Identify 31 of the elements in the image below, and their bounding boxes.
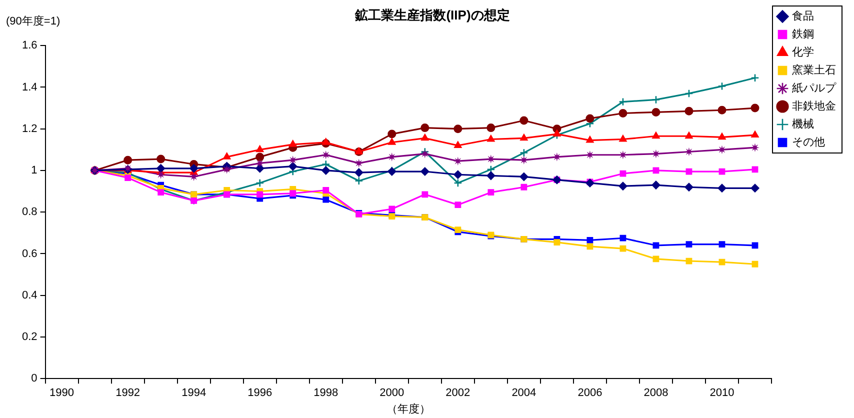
y-tick-label: 0.8 xyxy=(22,206,38,218)
x-tick-label: 1990 xyxy=(50,387,74,400)
y-tick-label: 0.4 xyxy=(22,289,38,302)
legend-label: 化学 xyxy=(792,46,814,59)
x-tick-label: 1998 xyxy=(314,387,338,400)
legend-label: 鉄鋼 xyxy=(792,28,814,41)
x-tick-label: 1994 xyxy=(182,387,206,400)
y-tick-label: 0.6 xyxy=(22,248,38,260)
y-axis-title: (90年度=1) xyxy=(6,14,60,28)
legend-label: 食品 xyxy=(792,10,814,23)
legend-label: 非鉄地金 xyxy=(792,100,836,113)
x-tick-label: 2004 xyxy=(512,387,536,400)
x-tick-label: 2010 xyxy=(710,387,734,400)
chart-title: 鉱工業生産指数(IIP)の想定 xyxy=(354,7,510,22)
x-tick-label: 2000 xyxy=(380,387,404,400)
legend-label: 窯業土石 xyxy=(792,64,836,77)
x-tick-label: 2008 xyxy=(644,387,668,400)
y-tick-label: 1.6 xyxy=(22,40,38,52)
y-tick-label: 1 xyxy=(31,164,38,177)
y-tick-label: 1.2 xyxy=(22,122,38,135)
y-tick-label: 1.4 xyxy=(22,81,38,94)
x-tick-label: 1996 xyxy=(248,387,272,400)
legend-label: 機械 xyxy=(792,118,814,131)
x-axis-title: （年度） xyxy=(386,402,430,416)
x-tick-label: 2002 xyxy=(446,387,470,400)
y-tick-label: 0 xyxy=(31,372,38,385)
legend-label: その他 xyxy=(792,136,825,149)
y-tick-label: 0.2 xyxy=(22,331,38,344)
legend-label: 紙パルプ xyxy=(792,82,837,95)
x-tick-label: 1992 xyxy=(116,387,140,400)
x-tick-label: 2006 xyxy=(578,387,602,400)
